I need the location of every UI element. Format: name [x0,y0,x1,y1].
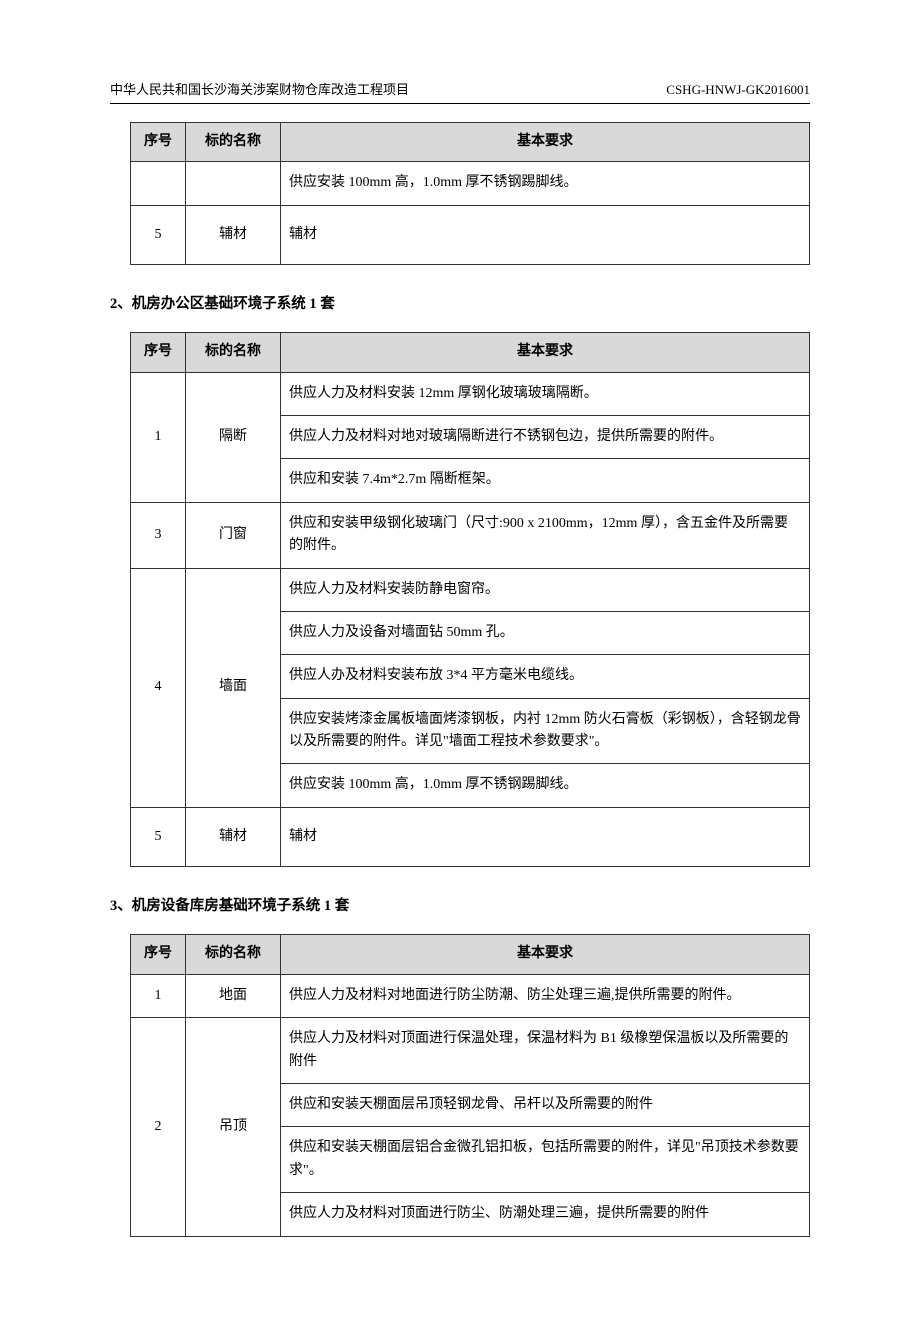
cell-req: 供应人力及材料对顶面进行保温处理，保温材料为 B1 级橡塑保温板以及所需要的附件 [281,1018,810,1084]
cell-req: 供应人力及材料对顶面进行防尘、防潮处理三遍，提供所需要的附件 [281,1193,810,1236]
cell-req: 供应人办及材料安装布放 3*4 平方毫米电缆线。 [281,655,810,698]
th-seq: 序号 [131,935,186,974]
th-name: 标的名称 [186,122,281,161]
table-row: 1地面供应人力及材料对地面进行防尘防潮、防尘处理三遍,提供所需要的附件。 [131,974,810,1017]
th-seq: 序号 [131,122,186,161]
cell-req: 供应安装烤漆金属板墙面烤漆钢板，内衬 12mm 防火石膏板（彩钢板），含轻钢龙骨… [281,698,810,764]
cell-name: 辅材 [186,205,281,264]
table-row: 5 辅材 辅材 [131,205,810,264]
table-row: 3门窗供应和安装甲级钢化玻璃门（尺寸:900 x 2100mm，12mm 厚），… [131,502,810,568]
page-header: 中华人民共和国长沙海关涉案财物仓库改造工程项目 CSHG-HNWJ-GK2016… [110,80,810,104]
table-header-row: 序号 标的名称 基本要求 [131,122,810,161]
cell-req: 供应和安装 7.4m*2.7m 隔断框架。 [281,459,810,502]
th-req: 基本要求 [281,935,810,974]
cell-req: 供应安装 100mm 高，1.0mm 厚不锈钢踢脚线。 [281,162,810,205]
cell-req: 供应安装 100mm 高，1.0mm 厚不锈钢踢脚线。 [281,764,810,807]
cell-req: 供应人力及材料对地对玻璃隔断进行不锈钢包边，提供所需要的附件。 [281,415,810,458]
th-req: 基本要求 [281,122,810,161]
table-2: 序号 标的名称 基本要求 1隔断供应人力及材料安装 12mm 厚钢化玻璃玻璃隔断… [130,332,810,867]
th-name: 标的名称 [186,935,281,974]
cell-req: 供应和安装天棚面层铝合金微孔铝扣板，包括所需要的附件，详见"吊顶技术参数要求"。 [281,1127,810,1193]
cell-name: 辅材 [186,807,281,866]
cell-name [186,162,281,205]
table-header-row: 序号 标的名称 基本要求 [131,333,810,372]
th-name: 标的名称 [186,333,281,372]
cell-req: 供应和安装甲级钢化玻璃门（尺寸:900 x 2100mm，12mm 厚），含五金… [281,502,810,568]
table-header-row: 序号 标的名称 基本要求 [131,935,810,974]
cell-name: 墙面 [186,568,281,807]
cell-seq: 3 [131,502,186,568]
header-right: CSHG-HNWJ-GK2016001 [666,80,810,101]
cell-req: 供应人力及设备对墙面钻 50mm 孔。 [281,611,810,654]
section-3-title: 3、机房设备库房基础环境子系统 1 套 [110,895,810,918]
cell-seq: 5 [131,807,186,866]
table-3: 序号 标的名称 基本要求 1地面供应人力及材料对地面进行防尘防潮、防尘处理三遍,… [130,934,810,1236]
cell-req: 辅材 [281,807,810,866]
cell-req: 供应人力及材料安装 12mm 厚钢化玻璃玻璃隔断。 [281,372,810,415]
cell-name: 地面 [186,974,281,1017]
cell-seq: 5 [131,205,186,264]
table-1: 序号 标的名称 基本要求 供应安装 100mm 高，1.0mm 厚不锈钢踢脚线。… [130,122,810,265]
cell-req: 供应和安装天棚面层吊顶轻钢龙骨、吊杆以及所需要的附件 [281,1083,810,1126]
cell-seq: 2 [131,1018,186,1236]
th-seq: 序号 [131,333,186,372]
cell-seq: 1 [131,974,186,1017]
table-row: 供应安装 100mm 高，1.0mm 厚不锈钢踢脚线。 [131,162,810,205]
cell-name: 门窗 [186,502,281,568]
cell-name: 隔断 [186,372,281,502]
header-left: 中华人民共和国长沙海关涉案财物仓库改造工程项目 [110,80,409,101]
cell-req: 供应人力及材料对地面进行防尘防潮、防尘处理三遍,提供所需要的附件。 [281,974,810,1017]
cell-name: 吊顶 [186,1018,281,1236]
cell-seq [131,162,186,205]
table-row: 5辅材辅材 [131,807,810,866]
table-row: 4墙面供应人力及材料安装防静电窗帘。 [131,568,810,611]
cell-req: 供应人力及材料安装防静电窗帘。 [281,568,810,611]
section-2-title: 2、机房办公区基础环境子系统 1 套 [110,293,810,316]
cell-seq: 1 [131,372,186,502]
cell-seq: 4 [131,568,186,807]
table-row: 1隔断供应人力及材料安装 12mm 厚钢化玻璃玻璃隔断。 [131,372,810,415]
th-req: 基本要求 [281,333,810,372]
table-row: 2吊顶供应人力及材料对顶面进行保温处理，保温材料为 B1 级橡塑保温板以及所需要… [131,1018,810,1084]
cell-req: 辅材 [281,205,810,264]
